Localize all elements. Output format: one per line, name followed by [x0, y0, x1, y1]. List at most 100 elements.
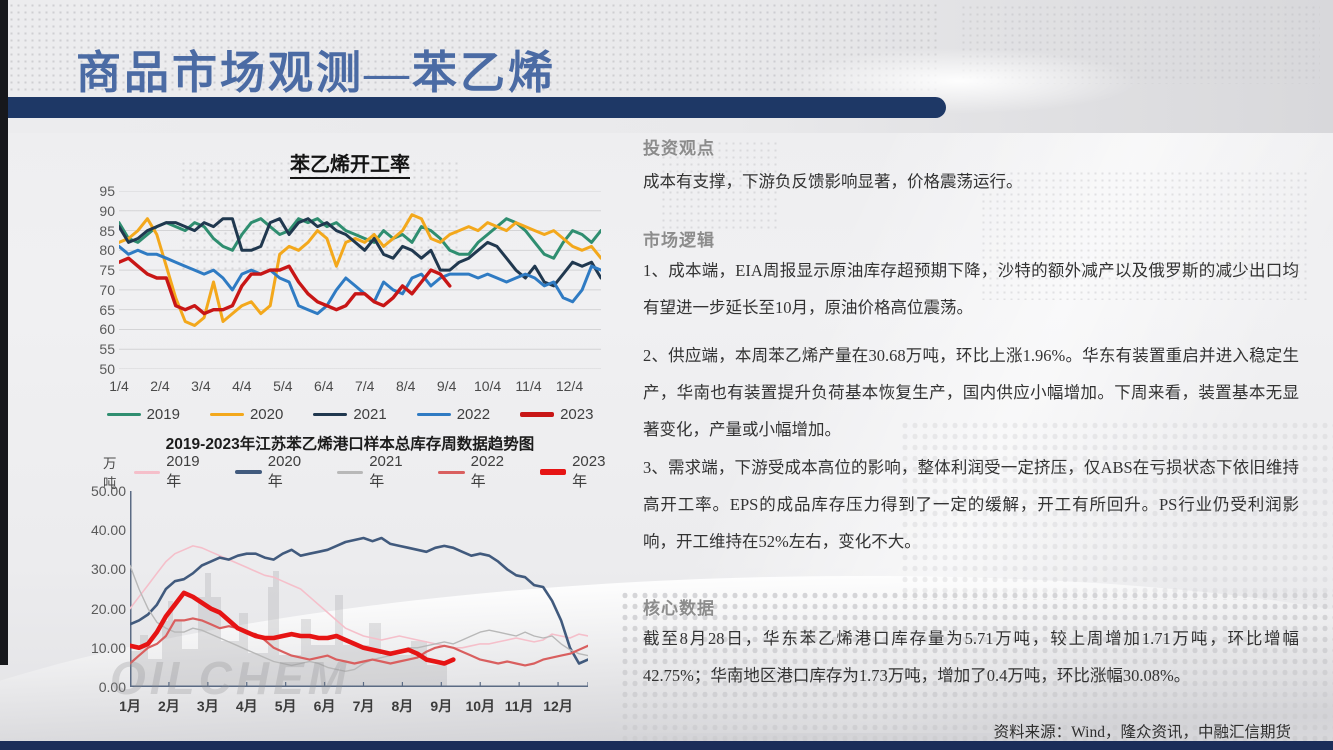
x-tick-label: 3/4 — [191, 378, 211, 394]
legend-item-2022: 2022 — [416, 406, 491, 423]
x-tick-label: 7月 — [352, 698, 375, 714]
series-line-2019年 — [129, 545, 589, 649]
legend-swatch — [416, 412, 451, 417]
x-tick-label: 3月 — [196, 698, 219, 714]
chart-title: 2019-2023年江苏苯乙烯港口样本总库存周数据趋势图 — [165, 436, 535, 453]
legend-swatch — [313, 412, 348, 417]
legend-swatch — [106, 412, 141, 417]
x-tick-label: 9月 — [430, 698, 453, 714]
core-data-text: 截至8月28日，华东苯乙烯港口库存量为5.71万吨，较上周增加1.71万吨，环比… — [643, 629, 1299, 686]
legend-swatch — [520, 412, 555, 417]
port-inventory-chart: 2019-2023年江苏苯乙烯港口样本总库存周数据趋势图 万吨 2019年 202… — [85, 428, 615, 716]
y-tick-label: 50 — [99, 361, 115, 377]
series-line-2021 — [117, 217, 603, 288]
legend-label: 2021年 — [369, 453, 403, 490]
x-tick-label: 10/4 — [473, 378, 502, 394]
x-tick-label: 6月 — [313, 698, 336, 714]
legend-label: 2019 — [146, 406, 180, 423]
x-axis-labels: 1/4 2/4 3/4 4/4 5/4 6/4 7/4 8/4 9/4 10/4 11/4 12/4 — [109, 374, 601, 398]
x-tick-label: 2/4 — [150, 378, 170, 394]
market-logic-point-3: 3、需求端，下游受成本高位的影响，整体利润受一定挤压，仅ABS在亏损状态下依旧维… — [643, 458, 1299, 552]
legend-swatch — [336, 470, 364, 474]
x-tick-label: 8月 — [391, 698, 414, 714]
legend-item-2021年: 2021年 — [336, 453, 412, 491]
operating-rate-chart: 苯乙烯开工率 95 90 85 80 75 70 65 60 55 50 1/4 2/4 3/4 4/4… — [85, 138, 615, 423]
legend-swatch — [133, 470, 161, 474]
legend-item-2022年: 2022年 — [438, 453, 513, 491]
series-line-2021年 — [129, 564, 589, 673]
y-axis-unit-label: 万吨 — [103, 456, 117, 491]
x-tick-label: 5月 — [274, 698, 297, 714]
investment-view-text: 成本有支撑，下游负反馈影响显著，价格震荡运行。 — [643, 172, 1023, 191]
y-tick-label: 10.00 — [90, 639, 126, 656]
legend-item-2020年: 2020年 — [235, 453, 310, 491]
chart-legend-row: 万吨 2019年 2020年 2021年 2022年 2023年 — [103, 453, 615, 491]
y-tick-label: 75 — [99, 262, 115, 279]
x-tick-label: 11月 — [504, 698, 534, 714]
legend-swatch — [539, 469, 567, 475]
legend-label: 2021 — [353, 406, 387, 423]
legend-label: 2023年 — [572, 453, 606, 490]
legend-swatch — [209, 412, 244, 417]
y-axis-labels: 95 90 85 80 75 70 65 60 55 50 — [77, 183, 115, 377]
chart-title: 苯乙烯开工率 — [85, 148, 615, 179]
series-line-2020 — [117, 213, 603, 327]
x-tick-label: 7/4 — [354, 378, 375, 394]
left-edge-strip — [0, 0, 8, 665]
x-tick-label: 11/4 — [515, 378, 542, 394]
series-line-2022年 — [128, 617, 590, 667]
chart-plot-area: 95 90 85 80 75 70 65 60 55 50 — [99, 183, 615, 377]
title-accent-bar — [8, 97, 946, 118]
section-heading-investment-view: 投资观点 — [643, 139, 715, 158]
y-tick-label: 70 — [99, 281, 115, 298]
y-tick-label: 80 — [99, 242, 115, 259]
x-tick-label: 12/4 — [555, 378, 584, 394]
legend-item-2021: 2021 — [313, 406, 387, 423]
page-title: 商品市场观测—苯乙烯 — [76, 48, 557, 98]
y-tick-label: 30.00 — [90, 561, 126, 578]
section-heading-core-data: 核心数据 — [643, 599, 715, 618]
x-axis-labels: 1月 2月 3月 4月 5月 6月 7月 8月 9月 10月 11月 12月 — [119, 692, 588, 716]
skyline-decoration — [130, 571, 447, 687]
line-chart-svg — [117, 190, 603, 370]
section-heading-market-logic: 市场逻辑 — [643, 231, 715, 250]
y-tick-label: 20.00 — [90, 600, 126, 617]
series-line-2022 — [117, 244, 603, 316]
legend-swatch — [235, 470, 262, 474]
background-hex-pattern — [620, 590, 1333, 745]
x-tick-label: 6/4 — [314, 378, 334, 394]
legend-item-2019年: 2019年 — [133, 453, 209, 491]
market-logic-point-1: 1、成本端，EIA周报显示原油库存超预期下降，沙特的额外减产以及俄罗斯的减少出口… — [643, 261, 1299, 318]
x-tick-label: 1/4 — [109, 378, 129, 394]
series-line-2023 — [117, 256, 452, 316]
legend-label: 2022 — [456, 406, 491, 423]
chart-legend: 2019年 2020年 2021年 2022年 2023年 — [133, 453, 615, 491]
x-tick-label: 2月 — [158, 698, 180, 714]
x-tick-label: 1月 — [119, 698, 141, 714]
x-tick-label: 4月 — [235, 698, 258, 714]
chart-legend: 2019 2020 2021 2022 2023 — [85, 406, 615, 423]
line-chart-svg — [127, 491, 590, 687]
y-tick-label: 95 — [99, 183, 115, 199]
data-source-note: 资料来源：Wind，隆众资讯，中融汇信期货 — [993, 724, 1291, 741]
chart-plot-area: 50.00 40.00 30.00 20.00 10.00 0.00 OILCHEM — [91, 483, 615, 704]
legend-item-2023: 2023 — [520, 406, 593, 423]
legend-label: 2022年 — [470, 453, 505, 490]
series-line-2023年 — [127, 590, 456, 666]
legend-swatch — [438, 470, 465, 474]
y-tick-label: 55 — [99, 341, 115, 358]
y-tick-label: 65 — [99, 301, 115, 318]
x-tick-label: 8/4 — [395, 378, 416, 394]
bottom-accent-bar — [0, 741, 1333, 750]
background-hex-pattern — [900, 420, 1333, 600]
background-pattern — [660, 140, 780, 230]
legend-item-2020: 2020 — [209, 406, 284, 423]
x-tick-label: 4/4 — [232, 378, 252, 394]
x-tick-label: 9/4 — [436, 378, 457, 394]
market-logic-point-2: 2、供应端，本周苯乙烯产量在30.68万吨，环比上涨1.96%。华东有装置重启并… — [643, 346, 1299, 440]
legend-item-2019: 2019 — [106, 406, 180, 423]
legend-label: 2020年 — [267, 453, 302, 490]
legend-label: 2020 — [249, 406, 284, 423]
series-line-2019 — [117, 217, 603, 260]
legend-label: 2019年 — [166, 453, 200, 490]
